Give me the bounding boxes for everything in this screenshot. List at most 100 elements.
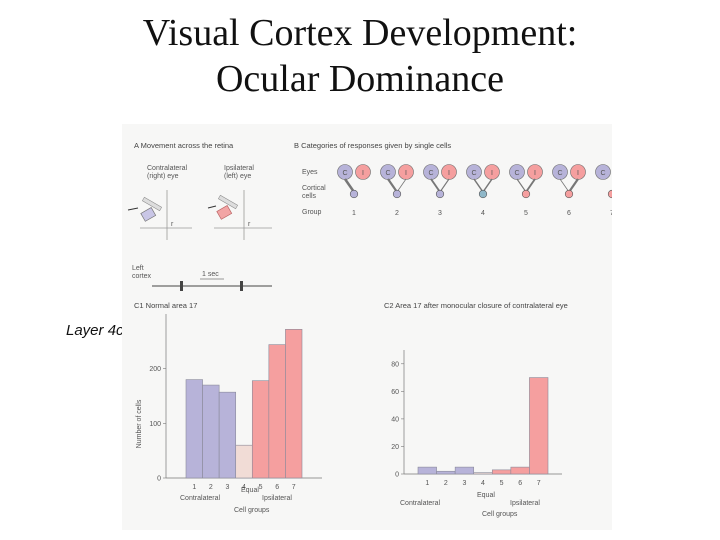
x-tick-label: 2	[209, 484, 213, 491]
panel-a-title: A Movement across the retina	[134, 141, 234, 150]
input-connection	[525, 178, 536, 193]
x-tick-label: 6	[275, 484, 279, 491]
cortical-cell	[607, 189, 612, 199]
input-connection	[473, 178, 484, 193]
eye-letter: I	[362, 170, 364, 177]
eye-letter: C	[557, 170, 562, 177]
input-connection	[568, 178, 579, 193]
x-tick-label: 1	[192, 484, 196, 491]
slide-title: Visual Cortex Development: Ocular Domina…	[0, 10, 720, 102]
c1-group-label-center: Equal	[241, 487, 259, 494]
cortical-cell	[478, 189, 488, 199]
row-label-eyes: Eyes	[302, 169, 318, 176]
eye-letter: I	[405, 170, 407, 177]
input-connection	[482, 178, 493, 193]
bar-5	[251, 380, 270, 479]
bar-3	[218, 391, 237, 479]
input-connection	[387, 178, 398, 193]
bar-6	[510, 466, 530, 475]
c1-chart: 0 100 200 1 2 3 4 5 6 7	[149, 314, 322, 491]
input-connection	[439, 178, 450, 193]
response-group-2: C I 2	[380, 164, 414, 217]
bar-4	[473, 472, 493, 475]
group-number: 5	[524, 210, 528, 217]
cortical-cell	[349, 189, 359, 199]
bar-1	[185, 379, 203, 479]
x-tick-label: 4	[242, 484, 246, 491]
response-group-6: C I 6	[552, 164, 586, 217]
y-tick-label: 0	[157, 476, 161, 483]
response-group-3: C I 3	[423, 164, 457, 217]
c1-group-label-right: Ipsilateral	[262, 495, 292, 502]
c2-xlabel: Cell groups	[482, 511, 518, 518]
input-connection	[343, 178, 356, 193]
group-number: 7	[610, 210, 612, 217]
group-number: 2	[395, 210, 399, 217]
eye-letter: C	[514, 170, 519, 177]
x-tick-label: 2	[444, 480, 448, 487]
y-tick-label: 40	[391, 416, 399, 423]
cortex-label-2: cortex	[132, 273, 152, 280]
cortical-cell	[564, 189, 574, 199]
y-tick-label: 200	[149, 366, 161, 373]
eye-letter: I	[448, 170, 450, 177]
bar-3	[454, 466, 475, 475]
x-tick-label: 5	[500, 480, 504, 487]
input-connection	[559, 178, 570, 193]
bar-7	[285, 329, 303, 479]
spike-burst-contra	[180, 281, 183, 291]
bar-6	[268, 344, 286, 479]
x-tick-label: 3	[225, 484, 229, 491]
x-tick-label: 7	[537, 480, 541, 487]
response-group-4: C I 4	[466, 164, 500, 217]
eye-letter: I	[577, 170, 579, 177]
contra-stimulus-diagram: r	[127, 190, 192, 240]
x-tick-label: 7	[292, 484, 296, 491]
row-label-cortical-2: cells	[302, 193, 317, 200]
input-connection	[396, 178, 407, 193]
eye-letter: C	[385, 170, 390, 177]
response-group-7: CI7	[595, 164, 612, 217]
y-tick-label: 80	[391, 361, 399, 368]
y-tick-label: 0	[395, 472, 399, 479]
slide-title-line-1: Visual Cortex Development:	[142, 12, 578, 54]
panel-a: A Movement across the retina Contralater…	[127, 141, 272, 291]
x-tick-label: 5	[259, 484, 263, 491]
ipsi-eye-label-2: (left) eye	[224, 173, 251, 180]
eye-letter: C	[342, 170, 347, 177]
bar-4	[235, 444, 253, 479]
c2-group-label-right: Ipsilateral	[510, 500, 540, 507]
ipsi-axis-mark: r	[248, 221, 251, 228]
x-tick-label: 4	[481, 480, 485, 487]
y-tick-label: 60	[391, 389, 399, 396]
x-tick-label: 6	[518, 480, 522, 487]
bar-1	[417, 466, 437, 475]
c2-group-label-left: Contralateral	[400, 500, 441, 507]
group-number: 6	[567, 210, 571, 217]
y-tick-label: 100	[149, 421, 161, 428]
eye-letter: C	[428, 170, 433, 177]
panel-b: B Categories of responses given by singl…	[294, 141, 612, 217]
cortex-label-1: Left	[132, 265, 144, 272]
panel-b-title: B Categories of responses given by singl…	[294, 141, 451, 150]
eye-letter: C	[600, 170, 605, 177]
c2-chart: 0 20 40 60 80 1 2 3 4 5 6 7	[391, 350, 562, 487]
c1-group-label-left: Contralateral	[180, 495, 221, 502]
bar-5	[491, 469, 512, 475]
group-number: 4	[481, 210, 485, 217]
row-label-cortical-1: Cortical	[302, 185, 326, 192]
response-category-groups: C I 1 C I 2 C I 3 C I 4 C I 5 C I 6 CI7	[337, 164, 612, 217]
cortical-cell	[392, 189, 402, 199]
figure-svg: A Movement across the retina Contralater…	[127, 141, 612, 518]
bar-2	[202, 384, 220, 479]
x-tick-label: 1	[425, 480, 429, 487]
bar-2	[436, 470, 456, 475]
layer-label: Layer 4c	[66, 322, 124, 339]
contra-axis-mark: r	[171, 221, 174, 228]
c2-group-label-center: Equal	[477, 492, 495, 499]
figure-scan: A Movement across the retina Contralater…	[122, 124, 612, 530]
contra-eye-label-2: (right) eye	[147, 173, 179, 180]
c1-xlabel: Cell groups	[234, 507, 270, 514]
contralateral-eye-circle	[595, 164, 611, 180]
cortical-cell	[435, 189, 445, 199]
